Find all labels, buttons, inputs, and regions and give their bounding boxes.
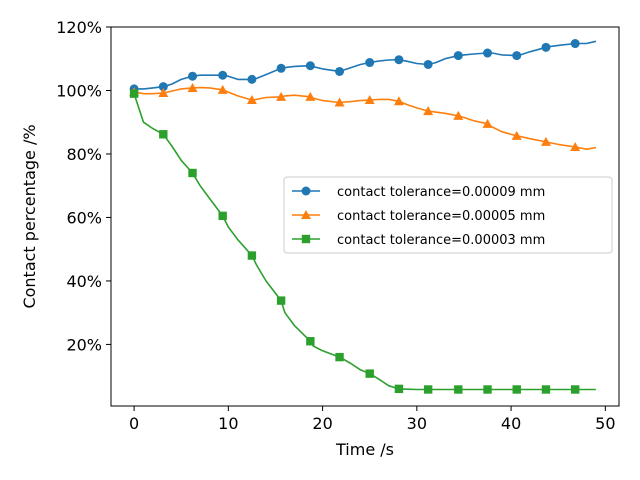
plot-frame [110,26,620,407]
data-point [423,385,433,394]
data-point [511,130,522,140]
x-tick-label: 50 [595,414,615,433]
data-point [394,55,404,65]
series-1 [129,39,597,94]
legend-marker [301,186,311,196]
data-point [365,369,374,378]
data-point [218,70,228,80]
data-point [512,51,522,61]
y-tick-label: 120% [56,18,102,37]
data-point [541,42,551,52]
data-point [512,385,521,394]
data-point [482,118,493,128]
data-point [247,74,257,84]
data-point [541,385,551,394]
legend-item: contact tolerance=0.00003 mm [292,233,545,248]
y-tick-label: 80% [66,145,102,164]
series-2 [129,82,597,151]
legend-label: contact tolerance=0.00005 mm [337,209,545,224]
data-point [217,84,228,94]
data-point [306,337,315,346]
data-point [158,82,168,92]
data-point [483,385,492,394]
data-point [365,58,375,68]
data-point [453,51,463,61]
x-tick-label: 20 [312,414,332,433]
data-point [218,211,227,221]
series-layer [129,39,597,394]
legend: contact tolerance=0.00009 mm contact tole… [283,176,613,254]
data-point [247,251,257,260]
data-point [540,136,551,146]
data-point [570,39,580,49]
y-tick-label: 60% [66,208,102,227]
data-point [276,91,287,101]
legend-label: contact tolerance=0.00003 mm [337,233,545,248]
data-point [394,384,404,394]
legend-item: contact tolerance=0.00005 mm [292,209,545,224]
data-point [188,168,197,178]
data-point [246,95,257,105]
data-point [570,385,580,394]
data-point [305,61,315,71]
series-line [134,40,597,90]
y-tick-label: 40% [66,272,102,291]
data-point [129,89,139,98]
x-axis: 0 10 20 30 40 50 [129,406,616,433]
y-tick-label: 100% [56,81,102,100]
legend-marker [301,234,311,244]
series-line [133,86,597,150]
legend-frame [283,176,613,254]
data-point [305,91,316,101]
data-point [335,352,344,362]
data-point [187,82,198,92]
data-point [453,110,464,120]
data-point [276,63,286,73]
x-tick-label: 40 [501,414,521,433]
data-point [334,97,345,107]
data-point [483,48,493,58]
data-point [158,88,169,98]
legend-marker [301,210,311,219]
x-tick-label: 30 [407,414,427,433]
data-point [364,95,375,105]
series-3 [129,89,596,394]
data-point [159,130,168,139]
y-axis: 20% 40% 60% 80% 100% 120% [56,18,111,354]
x-tick-label: 10 [218,414,238,433]
x-tick-label: 0 [129,414,139,433]
y-axis-label: Contact percentage /% [20,124,39,308]
data-point [335,66,345,76]
x-axis-label: Time /s [335,440,394,459]
data-point [570,141,581,151]
legend-label: contact tolerance=0.00009 mm [337,185,545,200]
legend-item: contact tolerance=0.00009 mm [292,185,545,200]
data-point [393,96,404,106]
data-point [454,385,463,394]
data-point [423,106,434,116]
data-point [188,71,198,81]
data-point [423,59,433,69]
y-tick-label: 20% [66,335,102,354]
data-point [276,296,286,305]
